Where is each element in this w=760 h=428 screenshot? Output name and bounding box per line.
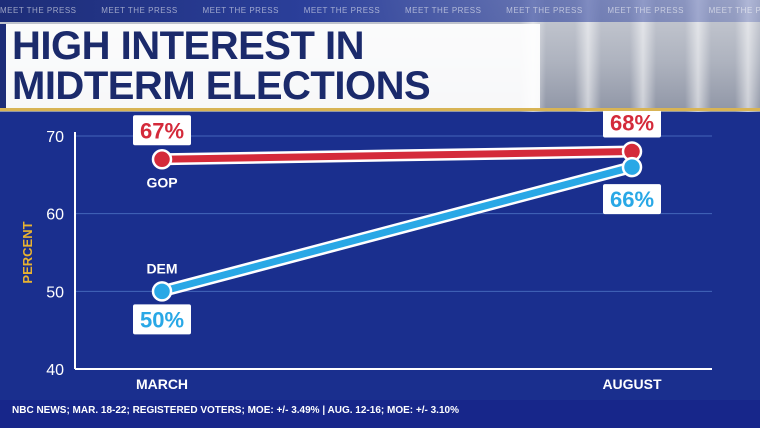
ticker-text: MEET THE PRESS — [202, 6, 279, 15]
ticker-text: MEET THE PRESS — [708, 6, 760, 15]
data-label-box — [603, 111, 661, 138]
data-label: 50% — [140, 307, 184, 332]
data-label: 66% — [610, 187, 654, 212]
y-tick-label: 40 — [46, 362, 64, 379]
y-tick-label: 70 — [46, 129, 64, 146]
x-tick-label: MARCH — [136, 376, 188, 392]
ticker-text: MEET THE PRESS — [101, 6, 178, 15]
data-label-box — [133, 115, 191, 146]
data-point-dem — [621, 156, 643, 178]
y-tick-label: 60 — [46, 207, 64, 224]
data-label: 68% — [610, 111, 654, 136]
series-name-label: GOP — [146, 174, 177, 190]
ticker-text: MEET THE PRESS — [404, 6, 482, 15]
headline-line-2: MIDTERM ELECTIONS — [12, 64, 431, 108]
series-name-label: DEM — [146, 260, 177, 276]
source-note: NBC NEWS; MAR. 18-22; REGISTERED VOTERS;… — [12, 405, 459, 416]
gold-divider — [0, 108, 760, 111]
headline-accent-bar — [0, 24, 6, 108]
y-axis-title: PERCENT — [20, 221, 35, 283]
series-line-gop — [158, 148, 636, 163]
y-tick-label: 50 — [46, 284, 64, 301]
ticker-text: MEET THE PRESS — [0, 6, 77, 15]
x-tick-label: AUGUST — [602, 376, 662, 392]
ticker-text: MEET THE PRESS — [303, 6, 381, 15]
data-point-gop — [151, 149, 173, 170]
headline-line-1: HIGH INTEREST IN — [12, 24, 365, 68]
line-chart: 40 50 60 70 MARCH AUGUST PERCENT GOP 67% 68% DEM 5… — [20, 111, 712, 392]
ticker-text: MEET THE PRESS — [506, 6, 583, 15]
data-label: 67% — [140, 118, 184, 143]
series-line-dem — [158, 163, 636, 295]
source-footer: NBC NEWS; MAR. 18-22; REGISTERED VOTERS;… — [0, 400, 760, 428]
data-label-box — [603, 184, 661, 215]
show-ticker: MEET THE PRESS MEET THE PRESS MEET THE P… — [0, 0, 760, 22]
data-label-box — [133, 304, 191, 335]
ticker-text: MEET THE PRESS — [607, 6, 684, 15]
headline-panel: HIGH INTEREST IN MIDTERM ELECTIONS — [0, 24, 540, 108]
data-point-dem — [151, 281, 173, 302]
